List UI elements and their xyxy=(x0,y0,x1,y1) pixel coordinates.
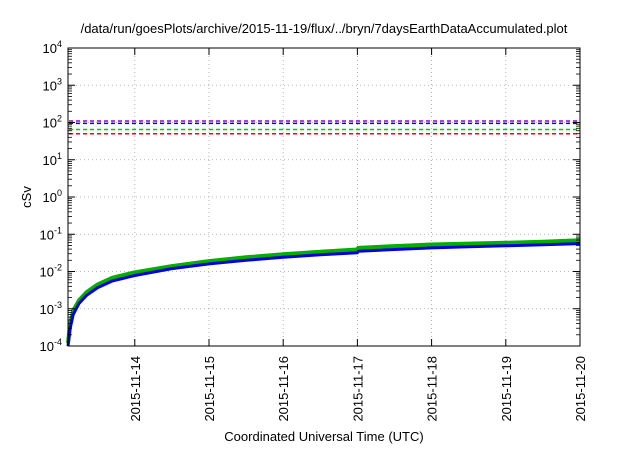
threshold-layer xyxy=(69,120,579,135)
series-line xyxy=(66,242,581,347)
y-tick-label: 100 xyxy=(43,188,62,205)
series-line xyxy=(66,238,581,344)
y-tick-label: 10-1 xyxy=(40,225,62,242)
y-tick-label: 10-2 xyxy=(40,263,62,280)
x-axis-label: Coordinated Universal Time (UTC) xyxy=(224,429,423,444)
x-tick-label: 2015-11-15 xyxy=(202,356,217,422)
x-tick-layer: 2015-11-14 2015-11-15 2015-11-16 2015-11-17… xyxy=(128,48,588,422)
y-tick-layer: 10-4 10-3 10-2 10-1 100 101 102 103 104 xyxy=(40,39,580,354)
y-tick-label: 10-4 xyxy=(40,337,62,354)
x-tick-label: 2015-11-20 xyxy=(573,356,588,422)
grid-layer xyxy=(68,48,580,346)
x-tick-label: 2015-11-16 xyxy=(276,356,291,422)
y-tick-label: 104 xyxy=(43,39,62,56)
series-layer xyxy=(66,238,581,347)
y-tick-label: 102 xyxy=(43,114,62,131)
x-tick-label: 2015-11-19 xyxy=(499,356,514,422)
x-tick-label: 2015-11-17 xyxy=(350,356,365,422)
x-tick-label: 2015-11-14 xyxy=(128,356,143,422)
y-tick-label: 103 xyxy=(43,76,62,93)
chart-title: /data/run/goesPlots/archive/2015-11-19/f… xyxy=(81,21,568,36)
y-tick-label: 10-3 xyxy=(40,300,62,317)
y-axis-label: cSv xyxy=(19,186,34,208)
x-tick-label: 2015-11-18 xyxy=(425,356,440,422)
y-tick-label: 101 xyxy=(43,151,62,168)
